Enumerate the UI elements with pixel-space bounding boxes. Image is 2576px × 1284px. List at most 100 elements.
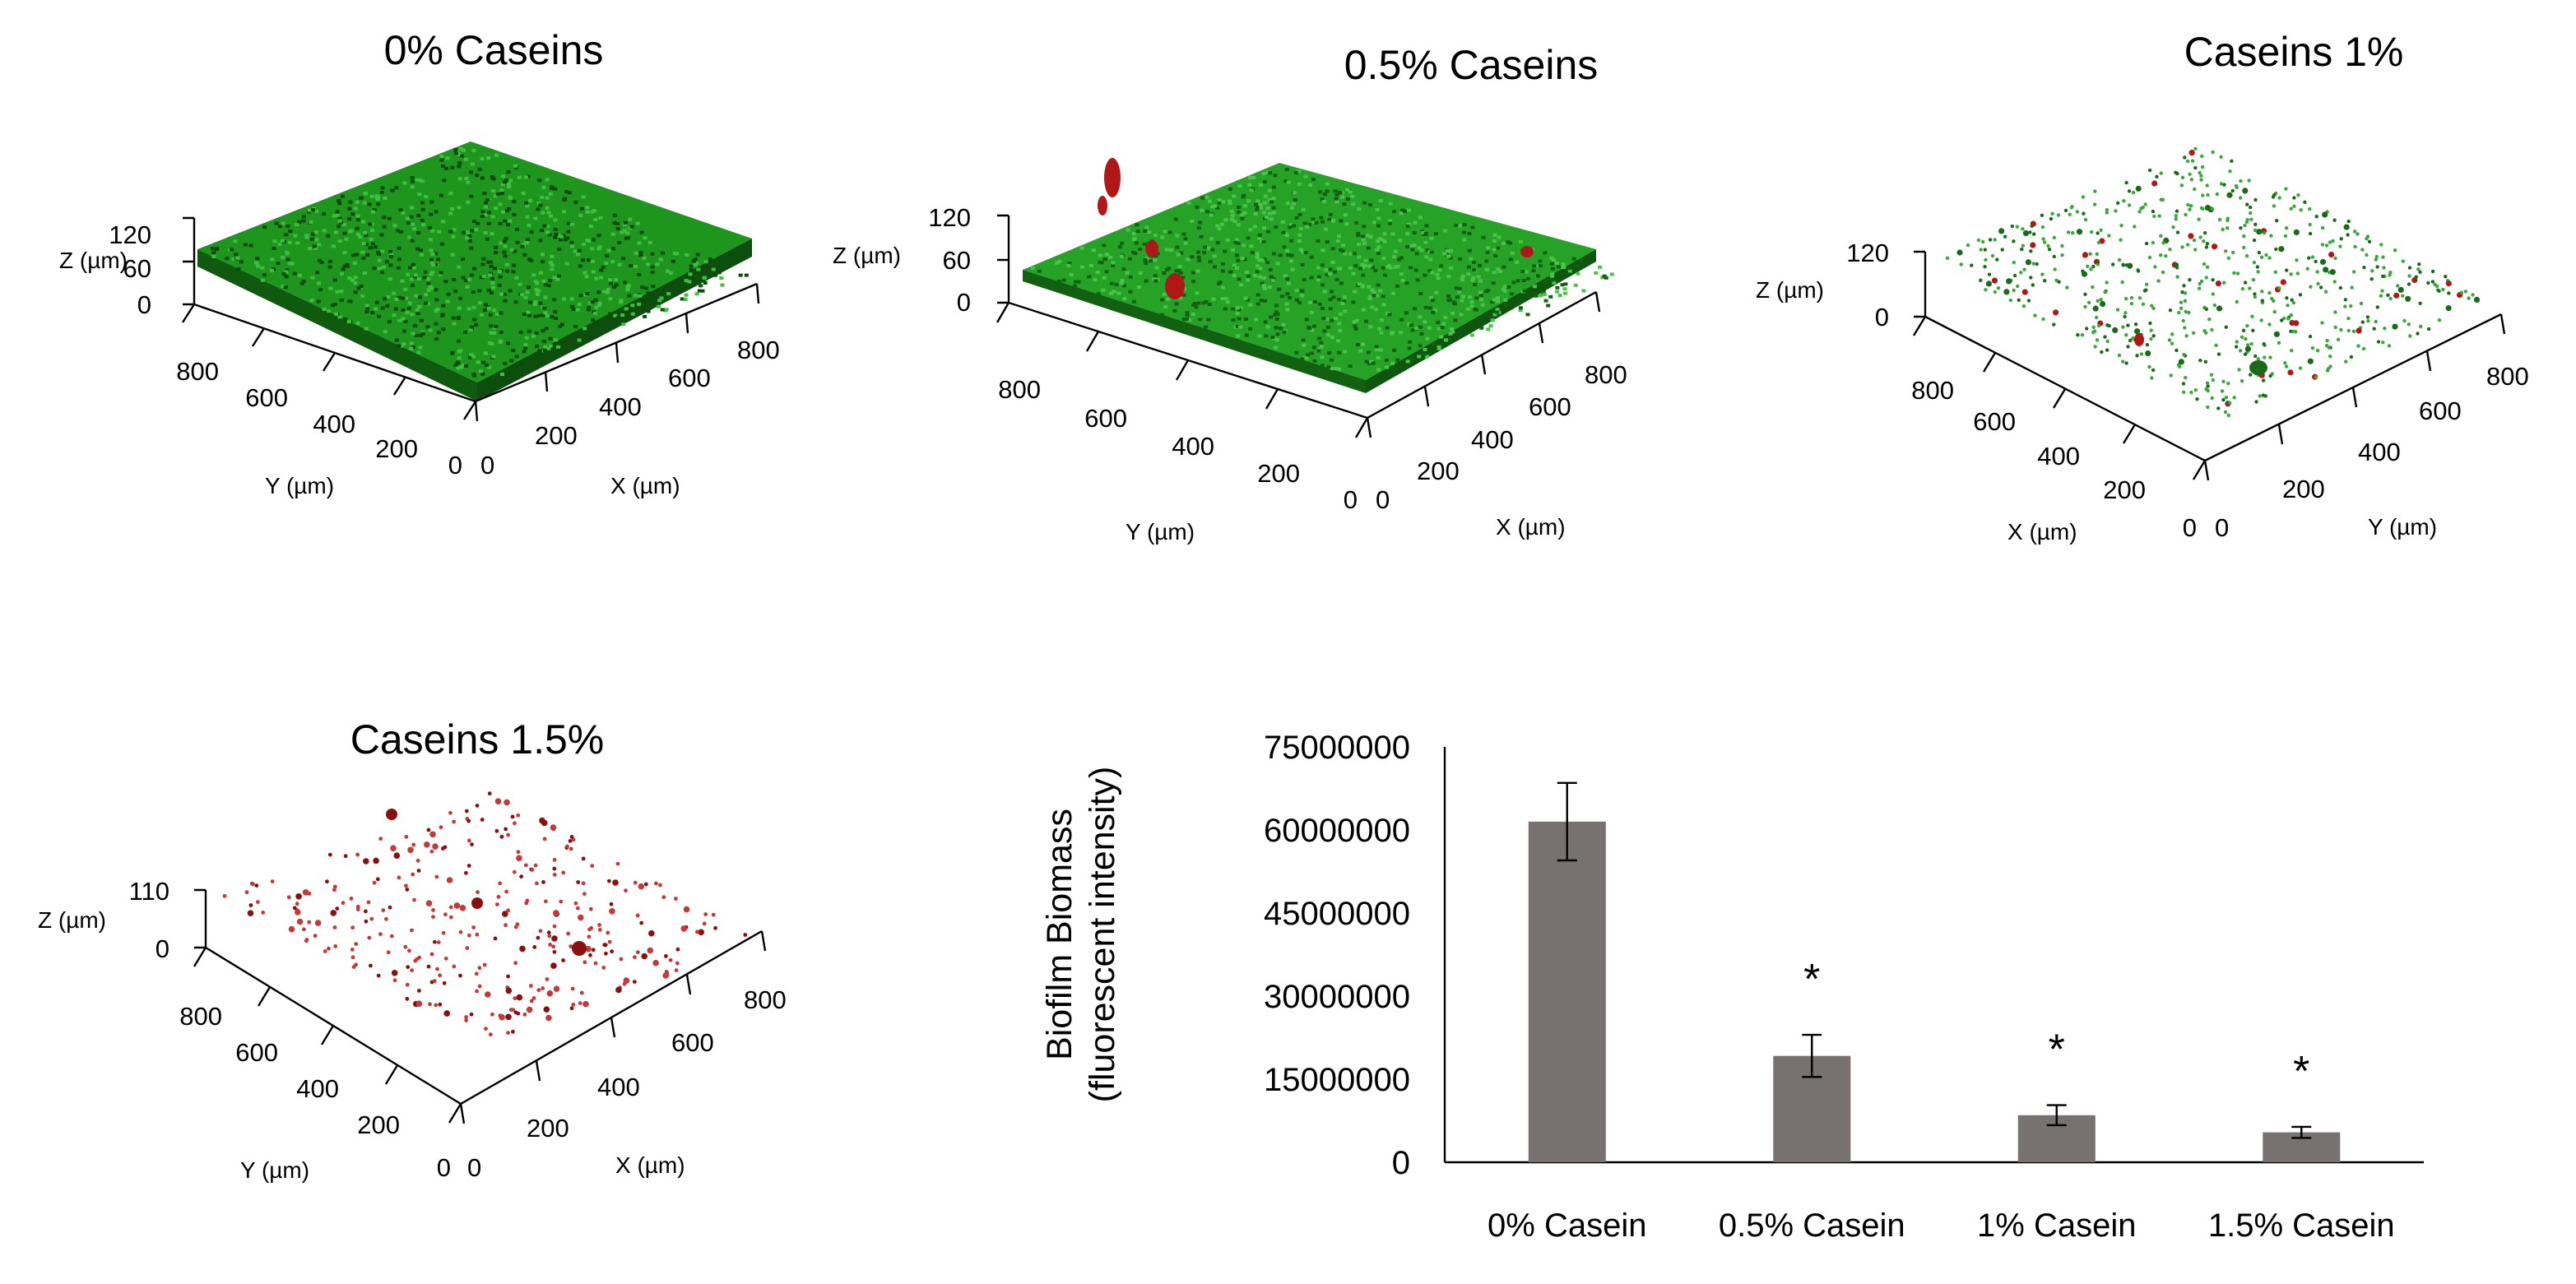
cell [2179, 183, 2184, 188]
cell-cluster [1233, 240, 1238, 244]
dead-cell [506, 1031, 510, 1035]
cell-cluster [451, 234, 456, 239]
cell [2253, 197, 2258, 202]
error-bar [2291, 1125, 2312, 1139]
cell-cluster [1121, 267, 1126, 271]
cell-cluster [1131, 251, 1135, 254]
cell-cluster [1291, 202, 1296, 206]
cell [2086, 264, 2090, 268]
cell [2260, 299, 2264, 303]
cell-cluster [581, 195, 586, 199]
cell-cluster [1361, 234, 1365, 239]
cell-cluster [647, 240, 652, 244]
cell-cluster [1257, 258, 1262, 262]
cell-cluster [1319, 216, 1324, 220]
cell-cluster [569, 297, 574, 301]
cell-cluster [459, 365, 463, 369]
cell [2283, 234, 2288, 239]
cell [2095, 252, 2099, 256]
cell [2183, 299, 2188, 303]
cell-cluster [1299, 289, 1304, 293]
cell [2190, 159, 2195, 163]
cell [2207, 318, 2212, 322]
cell-cluster [415, 312, 420, 316]
cell-cluster [399, 344, 404, 348]
cell-cluster [407, 235, 412, 239]
cell-cluster [1424, 255, 1429, 259]
cell-cluster [429, 257, 434, 262]
cell [2177, 310, 2181, 315]
cell-cluster [284, 233, 289, 237]
cell-cluster [1281, 322, 1286, 327]
cell [2204, 331, 2208, 335]
cell-cluster [1388, 221, 1392, 225]
dead-cell [641, 953, 647, 960]
cell-cluster [1269, 200, 1274, 204]
cell-cluster [693, 263, 698, 267]
cell-cluster [1235, 238, 1239, 242]
dead-cell [302, 889, 309, 896]
cell [2221, 397, 2226, 402]
cell-cluster [507, 184, 512, 188]
cell-cluster [1549, 262, 1554, 266]
cell-cluster [548, 214, 553, 218]
cell-cluster [1217, 227, 1222, 231]
cell [2129, 301, 2134, 306]
cell-cluster [1518, 239, 1523, 243]
dead-cell [674, 968, 679, 972]
cell-cluster [559, 234, 564, 239]
cell-cluster [590, 300, 595, 304]
cell-cluster [1377, 237, 1382, 241]
cell-cluster [489, 264, 494, 268]
dead-cell [551, 935, 558, 942]
cell-cluster [362, 271, 367, 276]
cell-cluster [287, 240, 292, 244]
cell [2243, 352, 2248, 356]
cell [2145, 343, 2150, 347]
axis-ticks [1912, 313, 2506, 481]
cell-cluster [1562, 265, 1566, 269]
cell-cluster [1418, 344, 1423, 348]
cell [2353, 244, 2357, 249]
y-tick-label: 30000000 [1264, 979, 1410, 1015]
cell-cluster [1462, 238, 1467, 242]
cell-cluster [604, 262, 609, 265]
cell-cluster [1515, 279, 1520, 283]
cell-cluster [1532, 264, 1537, 268]
cell [2447, 291, 2451, 295]
cell [2025, 259, 2031, 266]
cell-cluster [1274, 310, 1279, 314]
cell [2367, 239, 2372, 243]
cell-cluster [1367, 264, 1372, 268]
cell-cluster [1343, 252, 1348, 256]
cell-cluster [1215, 224, 1220, 228]
cell-cluster [1186, 257, 1191, 262]
cell-cluster [545, 206, 550, 210]
cell-cluster [310, 276, 315, 280]
dead-cell [583, 960, 587, 965]
cell-cluster [337, 315, 342, 319]
cell [2161, 270, 2165, 275]
cell-cluster [1399, 318, 1404, 322]
cell-cluster [518, 362, 523, 365]
cell-cluster [337, 216, 342, 220]
cell [2068, 212, 2072, 216]
cell-cluster [340, 271, 344, 276]
cell [2230, 188, 2235, 193]
cell [2209, 373, 2214, 377]
cell-cluster [1200, 208, 1204, 212]
cell-cluster [625, 231, 630, 235]
cell-cluster [1320, 220, 1325, 224]
cell [2444, 275, 2448, 279]
cell [2239, 335, 2244, 339]
cell-cluster [337, 219, 342, 223]
cell-cluster [1183, 241, 1188, 245]
cell [2206, 388, 2210, 393]
dead-cell [675, 947, 680, 952]
cell [1976, 238, 1981, 243]
cell-cluster [541, 279, 546, 283]
cell [2273, 331, 2280, 337]
cell-cluster [1339, 219, 1344, 223]
cell-cluster [592, 238, 596, 242]
cell [2333, 325, 2337, 330]
